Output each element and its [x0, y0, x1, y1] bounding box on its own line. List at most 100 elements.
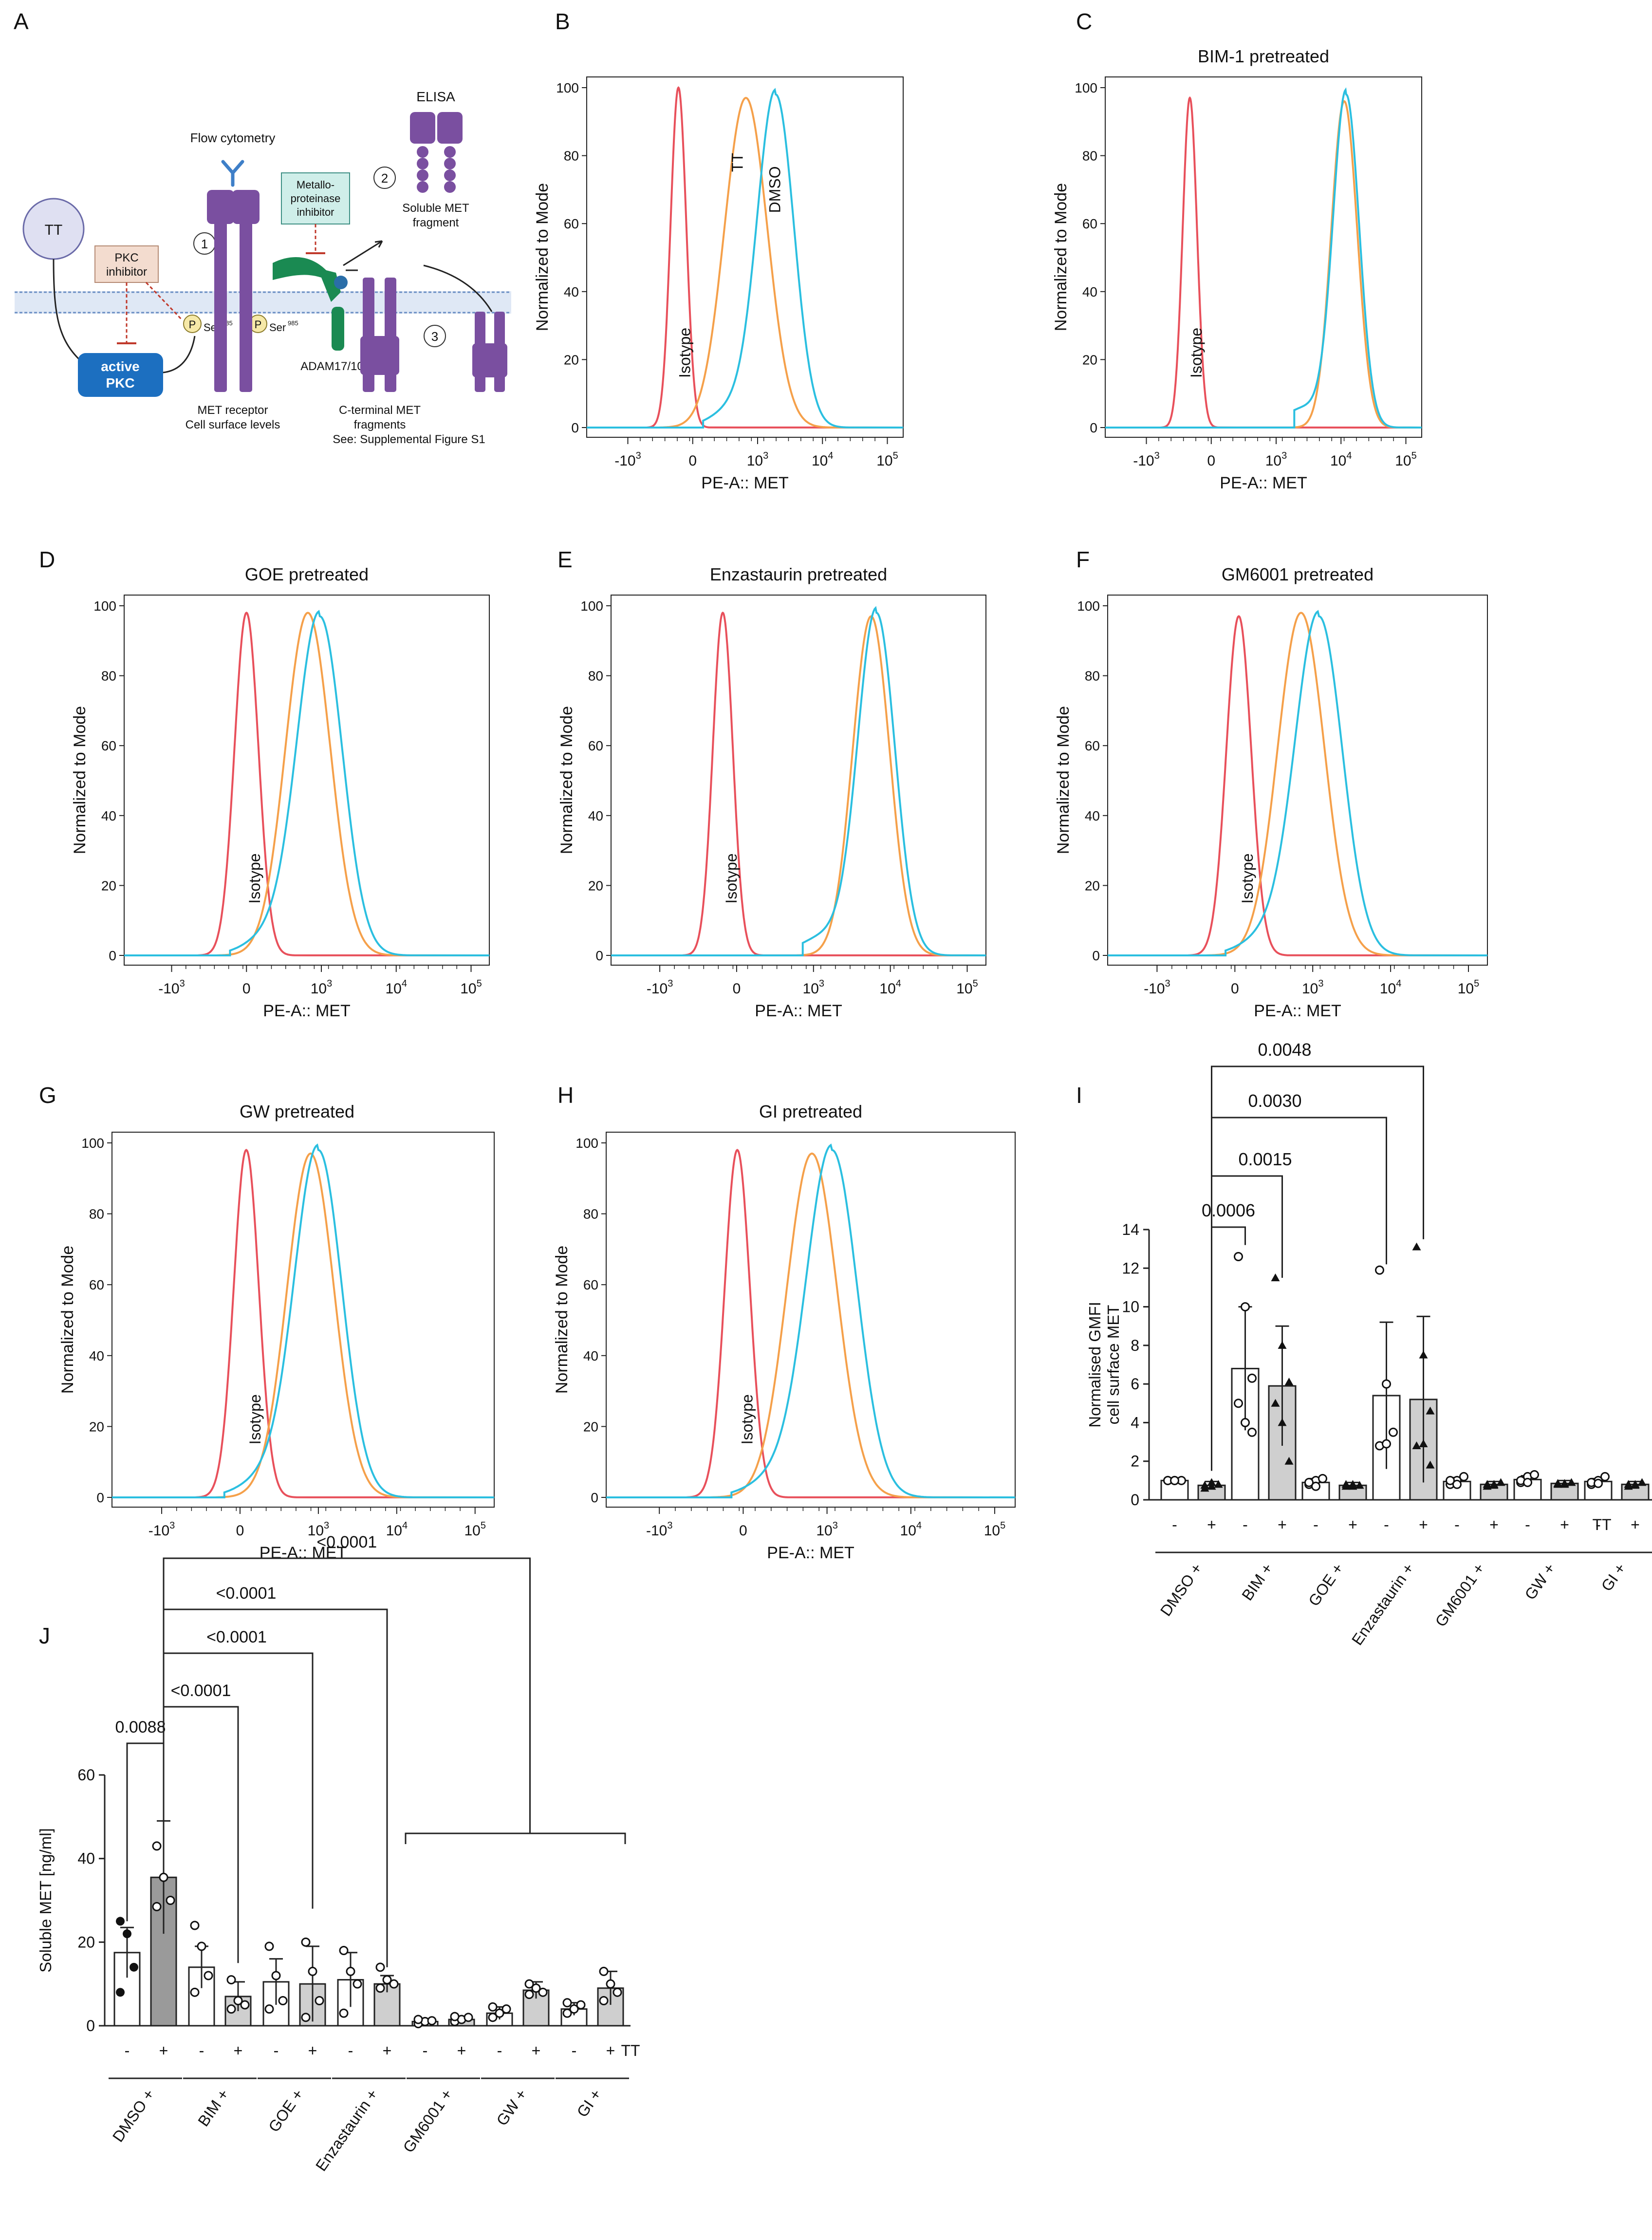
- panel-f-histogram: F GM6001 pretreated 0 20 40 60 80 100 -103 0 103 10…: [1054, 547, 1488, 1020]
- antibody-icon: [221, 160, 244, 187]
- data-point: [1489, 1481, 1499, 1489]
- series-label-isotype: Isotype: [246, 853, 263, 903]
- y-tick-label: 40: [1085, 808, 1100, 823]
- pkc-inhibitor-line2: inhibitor: [106, 265, 147, 279]
- histogram-curve-isotype: [112, 1149, 495, 1498]
- panel-letter-f: F: [1076, 547, 1090, 572]
- data-point: [501, 2004, 511, 2014]
- data-point: [427, 2016, 437, 2026]
- p-value-label: 0.0030: [1248, 1091, 1301, 1111]
- p-label-1: P: [189, 318, 196, 331]
- p-value-label: <0.0001: [206, 1628, 267, 1646]
- y-tick-label: 60: [588, 738, 603, 753]
- histogram-curve-dmso: [611, 606, 986, 956]
- histogram-curve-isotype: [606, 1149, 1016, 1498]
- step-2-circle: [373, 167, 396, 189]
- step-3-circle: [424, 325, 446, 347]
- x-tick-label: 104: [1380, 978, 1402, 997]
- histogram-curve-isotype: [1108, 615, 1488, 956]
- plot-frame: [606, 1132, 1016, 1508]
- x-axis-label: PE-A:: MET: [263, 1002, 350, 1020]
- y-tick-label: 40: [101, 808, 116, 823]
- plot-frame: [124, 595, 490, 966]
- y-tick-label: 0: [1092, 948, 1100, 963]
- phospho-site-1: P Ser 985: [183, 315, 233, 334]
- group-label: GW +: [493, 2086, 530, 2128]
- active-pkc-line2: PKC: [106, 375, 134, 391]
- condition-label: +: [1278, 1516, 1287, 1533]
- data-point: [1170, 1475, 1179, 1485]
- y-tick-label: 0: [96, 1490, 104, 1505]
- condition-label: +: [1489, 1516, 1499, 1533]
- x-tick-label: 103: [816, 1520, 838, 1539]
- chart-title: GI pretreated: [759, 1101, 862, 1121]
- data-point: [123, 1929, 131, 1939]
- active-pkc: active PKC: [78, 353, 163, 397]
- histogram-curve-tt: [587, 96, 904, 429]
- x-tick-label: 0: [1231, 981, 1239, 997]
- y-tick-label: 20: [101, 878, 116, 893]
- panel-letter-h: H: [557, 1083, 574, 1108]
- histogram-curve-isotype: [124, 612, 490, 956]
- data-point: [339, 2008, 349, 2018]
- data-point: [315, 1996, 324, 2005]
- panel-c-histogram: C BIM-1 pretreated 0 20 40 60 80 100 -103 0 103 104…: [1052, 9, 1422, 492]
- y-tick-label: 8: [1131, 1337, 1139, 1354]
- y-tick-label: 20: [1082, 352, 1097, 367]
- y-axis-label: Normalized to Mode: [533, 183, 552, 331]
- y-tick-label: 10: [1122, 1298, 1139, 1316]
- data-point: [1389, 1427, 1398, 1437]
- y-tick-label: 12: [1122, 1259, 1139, 1277]
- data-point: [1271, 1399, 1280, 1407]
- data-point: [524, 1979, 534, 1989]
- significance-bracket: [163, 1608, 388, 1967]
- series-label-isotype: Isotype: [1188, 328, 1205, 378]
- p-value-label: <0.0001: [171, 1681, 231, 1700]
- panel-g-histogram: G GW pretreated 0 20 40 60 80 100 -103 0 103 104 105…: [39, 1083, 495, 1562]
- panel-h-histogram: H GI pretreated 0 20 40 60 80 100 -103 0 103 104 105…: [553, 1083, 1016, 1562]
- y-tick-label: 60: [101, 738, 116, 753]
- chart-title: Enzastaurin pretreated: [710, 564, 887, 584]
- data-point: [1278, 1341, 1287, 1349]
- x-tick-label: 103: [803, 978, 825, 997]
- data-point: [1241, 1302, 1250, 1312]
- condition-label: -: [199, 2042, 204, 2059]
- p-value-label: 0.0048: [1258, 1040, 1311, 1060]
- series-label-dmso: DMSO: [766, 166, 784, 213]
- y-tick-label: 80: [89, 1207, 104, 1222]
- data-point: [1318, 1474, 1327, 1483]
- x-tick-label: 103: [311, 978, 333, 997]
- met-receptor-line2: Cell surface levels: [186, 418, 280, 431]
- condition-label: +: [606, 2042, 615, 2059]
- y-tick-label: 20: [588, 878, 603, 893]
- panel-a-schematic: A TT active PKC PKC inhibitor: [14, 9, 511, 446]
- histogram-curve-dmso: [606, 1143, 1016, 1498]
- x-tick-label: 105: [1395, 450, 1417, 469]
- group-label: DMSO +: [109, 2086, 158, 2145]
- data-point: [562, 1998, 572, 2008]
- data-point: [1412, 1441, 1421, 1449]
- cterm-line2: fragments: [354, 418, 406, 431]
- x-axis-label: PE-A:: MET: [767, 1544, 854, 1562]
- x-tick-label: 104: [900, 1520, 922, 1539]
- x-tick-label: 104: [812, 450, 834, 469]
- data-point: [1594, 1478, 1603, 1488]
- condition-label: -: [497, 2042, 502, 2059]
- data-point: [1452, 1479, 1462, 1489]
- data-point: [264, 2004, 274, 2014]
- y-tick-label: 0: [1131, 1491, 1139, 1509]
- histogram-curve-tt: [112, 1152, 495, 1498]
- histogram-curve-dmso: [124, 610, 490, 956]
- data-point: [301, 2013, 311, 2022]
- adam-label: ADAM17/10: [300, 360, 363, 373]
- step-2-label: 2: [381, 171, 388, 186]
- y-tick-label: 60: [1082, 216, 1097, 231]
- data-point: [226, 2004, 236, 2014]
- metallo-line3: inhibitor: [297, 206, 334, 218]
- group-label: BIM +: [194, 2086, 232, 2129]
- condition-label: -: [1313, 1516, 1318, 1533]
- data-point: [1419, 1350, 1428, 1359]
- x-tick-label: -103: [158, 978, 185, 997]
- panel-letter-c: C: [1076, 9, 1092, 34]
- data-point: [190, 1987, 200, 1997]
